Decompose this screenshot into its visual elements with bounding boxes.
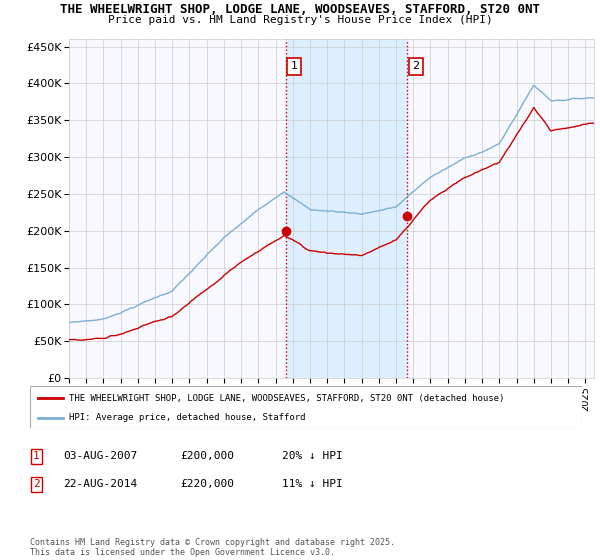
Text: 11% ↓ HPI: 11% ↓ HPI <box>282 479 343 489</box>
Text: Contains HM Land Registry data © Crown copyright and database right 2025.
This d: Contains HM Land Registry data © Crown c… <box>30 538 395 557</box>
Text: 20% ↓ HPI: 20% ↓ HPI <box>282 451 343 461</box>
Bar <box>286 39 407 378</box>
Text: 22-AUG-2014: 22-AUG-2014 <box>63 479 137 489</box>
Text: HPI: Average price, detached house, Stafford: HPI: Average price, detached house, Staf… <box>68 413 305 422</box>
FancyBboxPatch shape <box>30 386 582 428</box>
Text: THE WHEELWRIGHT SHOP, LODGE LANE, WOODSEAVES, STAFFORD, ST20 0NT (detached house: THE WHEELWRIGHT SHOP, LODGE LANE, WOODSE… <box>68 394 504 403</box>
Text: 2: 2 <box>33 479 40 489</box>
Text: THE WHEELWRIGHT SHOP, LODGE LANE, WOODSEAVES, STAFFORD, ST20 0NT: THE WHEELWRIGHT SHOP, LODGE LANE, WOODSE… <box>60 3 540 16</box>
Text: 03-AUG-2007: 03-AUG-2007 <box>63 451 137 461</box>
Text: 2: 2 <box>412 61 419 71</box>
Text: 1: 1 <box>33 451 40 461</box>
Text: £200,000: £200,000 <box>180 451 234 461</box>
Text: Price paid vs. HM Land Registry's House Price Index (HPI): Price paid vs. HM Land Registry's House … <box>107 15 493 25</box>
Text: £220,000: £220,000 <box>180 479 234 489</box>
Text: 1: 1 <box>291 61 298 71</box>
